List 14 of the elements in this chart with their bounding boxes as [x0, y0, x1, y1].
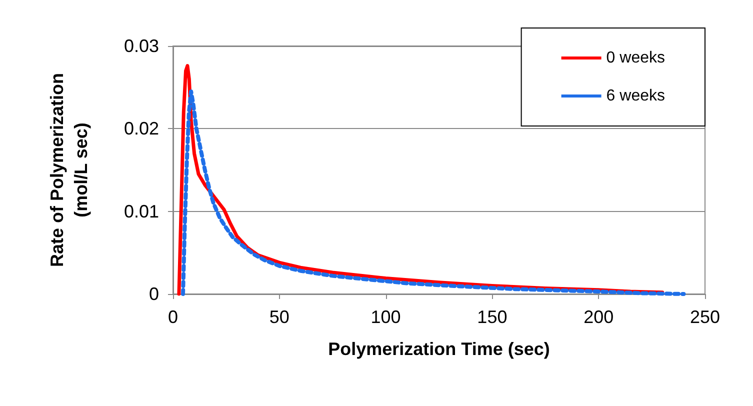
legend-label: 6 weeks — [606, 88, 666, 104]
x-tick-label: 150 — [477, 307, 508, 327]
x-tick-label: 50 — [269, 307, 290, 327]
x-tick-label: 100 — [370, 307, 401, 327]
y-tick-label: 0 — [148, 284, 159, 304]
x-tick-label: 200 — [584, 307, 614, 327]
legend-label: 0 weeks — [606, 50, 666, 66]
y-tick-label: 0.03 — [124, 36, 159, 56]
y-tick-label: 0.01 — [124, 201, 159, 222]
x-axis-title: Polymerization Time (sec) — [328, 339, 550, 359]
y-tick-label: 0.02 — [124, 118, 159, 139]
x-tick-label: 0 — [168, 307, 178, 327]
x-tick-label: 250 — [690, 307, 720, 327]
y-axis-title: Rate of Polymerization (mol/L sec) — [47, 72, 91, 268]
